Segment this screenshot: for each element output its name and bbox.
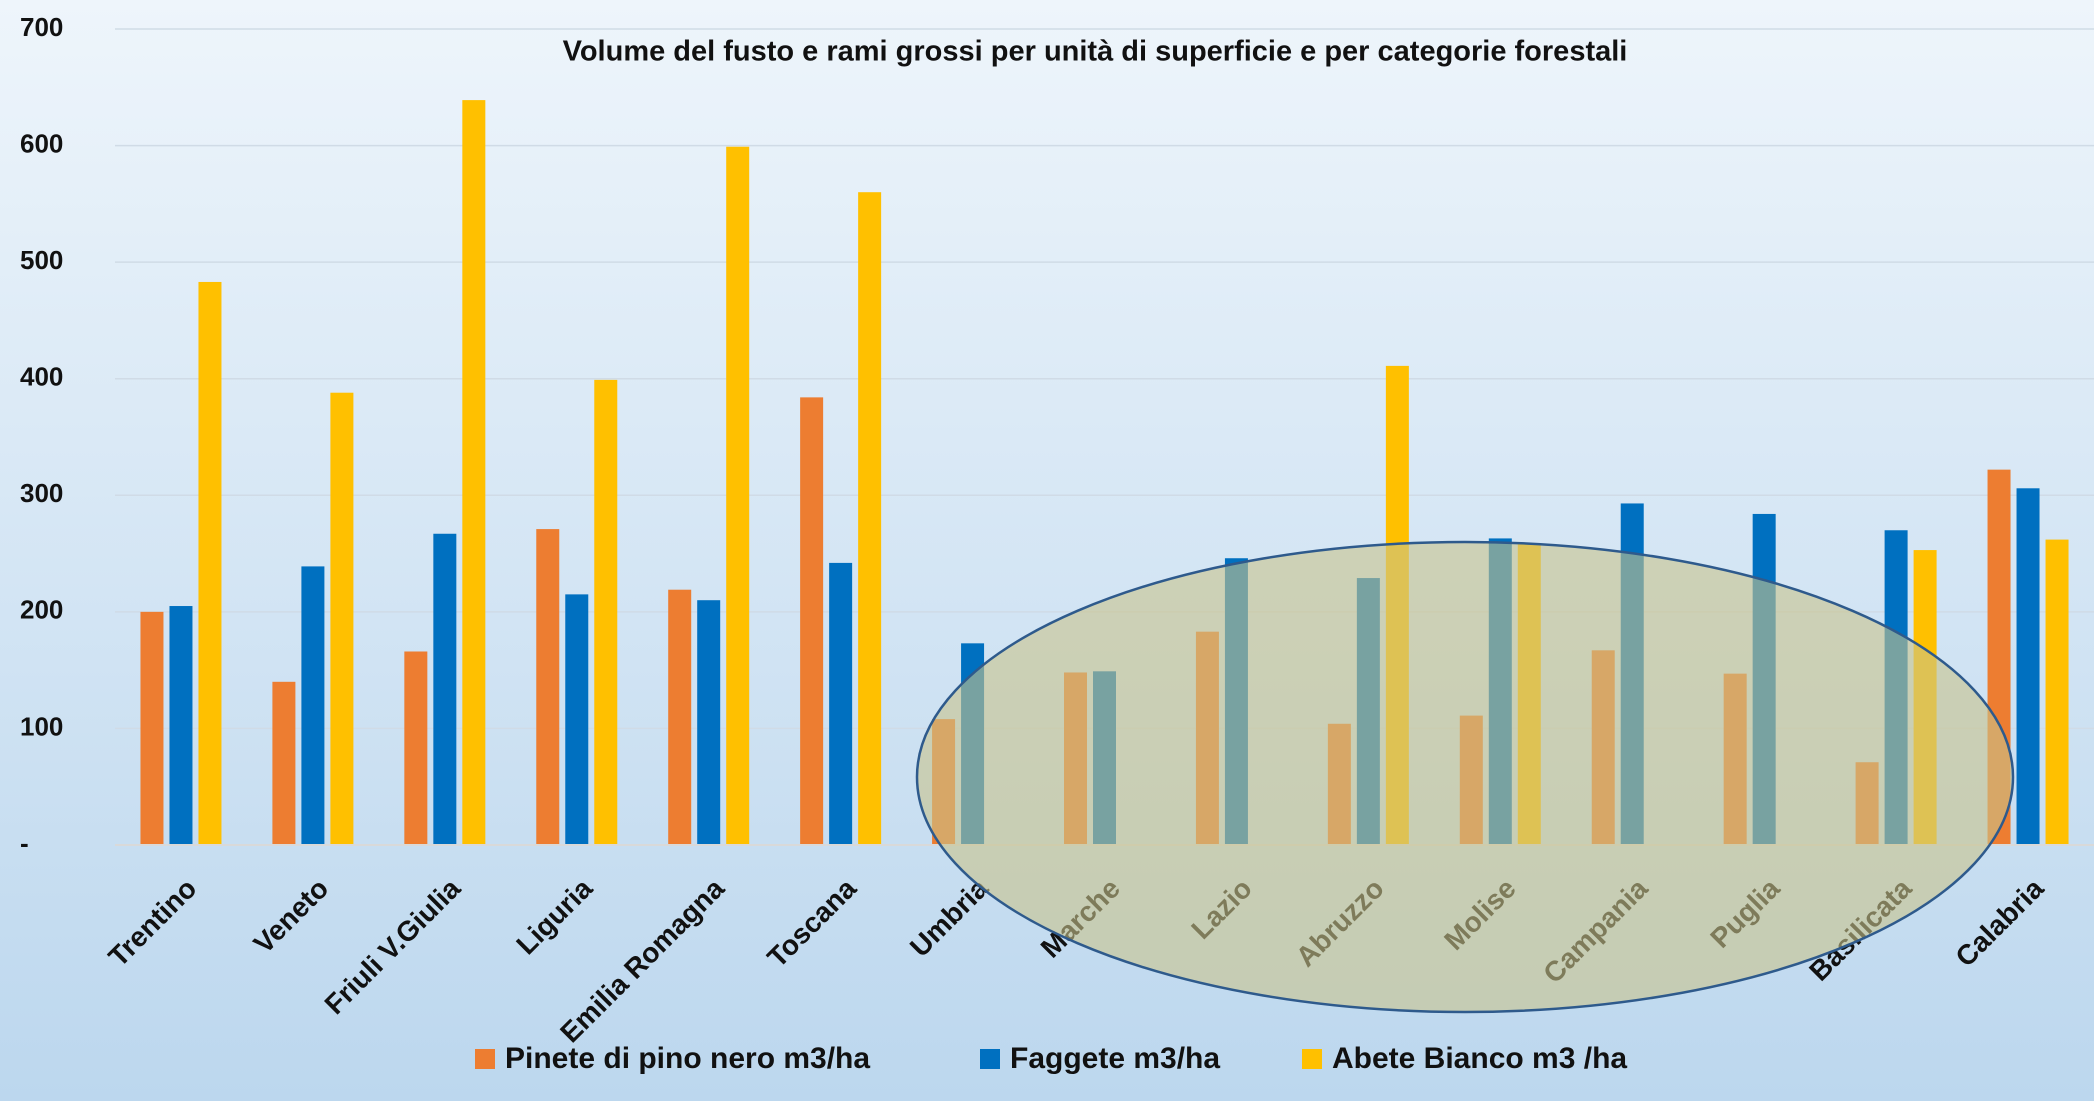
bar: [404, 651, 427, 845]
bar: [169, 606, 192, 845]
legend-swatch: [980, 1049, 1000, 1069]
bar: [2046, 540, 2069, 845]
y-tick-label: 400: [20, 362, 63, 392]
bar: [272, 682, 295, 845]
y-tick-label: 700: [20, 12, 63, 42]
highlight-ellipse: [917, 542, 2013, 1012]
y-tick-label: 200: [20, 595, 63, 625]
bar: [800, 397, 823, 845]
bar: [462, 100, 485, 845]
bar: [536, 529, 559, 845]
y-tick-label: 300: [20, 478, 63, 508]
bar: [858, 192, 881, 845]
bar: [565, 594, 588, 845]
y-tick-label: 500: [20, 245, 63, 275]
y-tick-label: 100: [20, 711, 63, 741]
bar: [301, 566, 324, 845]
bar: [2017, 488, 2040, 845]
legend-label: Faggete m3/ha: [1010, 1042, 1220, 1075]
legend-label: Pinete di pino nero m3/ha: [505, 1042, 870, 1075]
legend-label: Abete Bianco m3 /ha: [1332, 1042, 1627, 1075]
bar: [140, 612, 163, 845]
chart-title: Volume del fusto e rami grossi per unità…: [563, 36, 1628, 68]
chart: Volume del fusto e rami grossi per unità…: [0, 0, 2094, 1101]
bar: [330, 393, 353, 845]
bar: [726, 147, 749, 845]
bar: [594, 380, 617, 845]
y-tick-label: -: [20, 828, 29, 858]
bar: [697, 600, 720, 845]
bar: [433, 534, 456, 845]
bar: [829, 563, 852, 845]
legend-swatch: [475, 1049, 495, 1069]
bar: [668, 590, 691, 845]
y-tick-label: 600: [20, 128, 63, 158]
legend-swatch: [1302, 1049, 1322, 1069]
bar: [198, 282, 221, 845]
